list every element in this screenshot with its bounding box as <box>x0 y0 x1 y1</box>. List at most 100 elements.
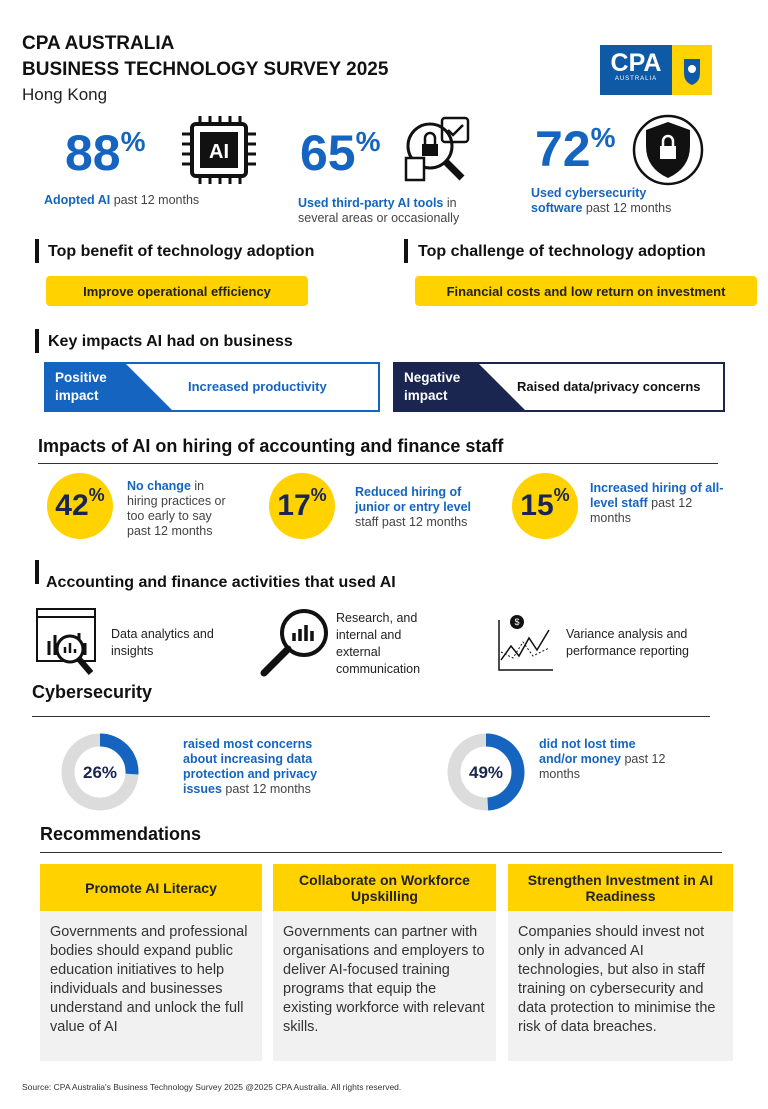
section-heading: Top benefit of technology adoption <box>48 243 315 260</box>
shape <box>395 364 525 410</box>
benefit-pill: Improve operational efficiency <box>46 276 308 306</box>
stat-number: 88 <box>65 125 121 181</box>
hiring-circle: 15% <box>512 473 578 539</box>
stat-desc: Used third-party AI tools in several are… <box>298 196 488 226</box>
logo-sub: AUSTRALIA <box>614 76 658 82</box>
hiring-bold: No change <box>127 479 191 493</box>
variance-icon: $ <box>498 615 553 671</box>
logo-text: CPA <box>610 49 662 77</box>
ai-icon: AI <box>182 116 256 184</box>
stat-number: 72 <box>535 121 591 177</box>
cyber-desc: did not lost time and/or money past 12 m… <box>539 737 669 782</box>
hiring-text: past 12 months <box>590 496 693 525</box>
donut-label: 26% <box>83 763 117 782</box>
rec-column: Strengthen Investment in AI Readiness Com… <box>508 864 733 1061</box>
activity-label: Variance analysis and performance report… <box>566 627 689 658</box>
cyber-bold: raised most concerns about increasing da… <box>183 737 318 796</box>
hiring-bold: Reduced hiring of junior or entry level <box>355 485 472 514</box>
tools-icon <box>404 116 470 182</box>
impact-label: Negative impact <box>404 370 461 403</box>
hiring-text: staff past 12 months <box>355 515 468 529</box>
rec-title: Promote AI Literacy <box>40 864 262 911</box>
hiring-circle: 42% <box>47 473 113 539</box>
heading-bar <box>35 239 39 263</box>
cyber-bold: did not lost time and/or money <box>539 737 636 766</box>
section-title: Impacts of AI on hiring of accounting an… <box>38 436 504 456</box>
hiring-unit: % <box>88 485 105 505</box>
section-title: Recommendations <box>40 824 202 844</box>
stat-bold: Used cybersecurity software <box>531 186 647 215</box>
rule <box>40 852 722 853</box>
donut-label: 49% <box>469 763 503 782</box>
rec-body: Governments can partner with organisatio… <box>273 911 496 1061</box>
impact-text: Raised data/privacy concerns <box>517 379 701 394</box>
hiring-number: 42 <box>55 489 89 522</box>
activity-label: Data analytics and insights <box>111 627 214 658</box>
section-heading: Accounting and finance activities that u… <box>46 574 396 591</box>
cyber-text: past 12 months <box>539 752 666 781</box>
svg-text:AI: AI <box>209 141 229 163</box>
section-title: Cybersecurity <box>32 682 153 702</box>
rule <box>38 463 718 464</box>
heading-bar <box>35 560 39 584</box>
stat-unit: % <box>120 126 146 157</box>
negative-box: Negative impact Raised data/privacy conc… <box>393 362 725 412</box>
rec-title: Collaborate on Workforce Upskilling <box>273 864 496 911</box>
stat: 72% <box>535 121 616 177</box>
donut-area: 26% 49% <box>61 733 525 811</box>
stat-bold: Used third-party AI tools <box>298 196 444 210</box>
hiring-number: 15 <box>520 489 554 522</box>
crest <box>684 59 700 85</box>
rec-title: Strengthen Investment in AI Readiness <box>508 864 733 911</box>
hiring-circle: 17% <box>269 473 335 539</box>
stat-bold: Adopted AI <box>44 193 111 207</box>
rec-column: Promote AI Literacy Governments and profe… <box>40 864 262 1061</box>
hiring-number: 17 <box>277 489 311 522</box>
title: CPA AUSTRALIA <box>22 33 175 54</box>
svg-text:$: $ <box>514 617 519 627</box>
rec-body: Companies should invest not only in adva… <box>508 911 733 1061</box>
title: BUSINESS TECHNOLOGY SURVEY 2025 <box>22 59 389 80</box>
hiring-text: in hiring practices or too early to say … <box>127 479 226 538</box>
stat: 65% <box>300 125 381 181</box>
donut-arc <box>61 733 139 811</box>
source: Source: CPA Australia's Business Technol… <box>22 1082 402 1092</box>
rule <box>32 716 710 717</box>
stat-text: past 12 months <box>585 201 672 215</box>
rec-column: Collaborate on Workforce Upskilling Gover… <box>273 864 496 1061</box>
logo-crest <box>672 45 712 95</box>
challenge-pill: Financial costs and low return on invest… <box>415 276 757 306</box>
hiring-unit: % <box>310 485 327 505</box>
hiring-desc: Increased hiring of all-level staff past… <box>590 481 735 526</box>
stat-number: 65 <box>300 125 356 181</box>
logo: CPA AUSTRALIA <box>600 45 672 95</box>
impact-text: Increased productivity <box>188 379 327 394</box>
section-heading: Top challenge of technology adoption <box>418 243 706 260</box>
analytics-icon <box>36 608 96 675</box>
hiring-unit: % <box>553 485 570 505</box>
heading-bar <box>35 329 39 353</box>
section-heading: Key impacts AI had on business <box>48 333 293 350</box>
positive-box: Positive impact Increased productivity <box>44 362 380 412</box>
impact-label: Positive impact <box>55 370 107 403</box>
activity-label: Research, and internal and external comm… <box>336 611 421 676</box>
stat-text: past 12 months <box>113 193 200 207</box>
stat-text: in several areas or occasionally <box>298 196 460 225</box>
stat-desc: Adopted AI past 12 months <box>44 193 234 208</box>
cyber-text: past 12 months <box>225 782 311 796</box>
rec-body: Governments and professional bodies shou… <box>40 911 262 1061</box>
stat: 88% <box>65 125 146 181</box>
donut-arc <box>447 733 525 811</box>
shape <box>46 364 172 410</box>
hiring-bold: Increased hiring of all-level staff <box>590 481 724 510</box>
research-icon <box>260 609 328 677</box>
shield-icon <box>632 114 704 186</box>
stat-unit: % <box>590 122 616 153</box>
heading-bar <box>404 239 408 263</box>
cyber-desc: raised most concerns about increasing da… <box>183 737 343 797</box>
region: Hong Kong <box>22 85 108 104</box>
hiring-desc: No change in hiring practices or too ear… <box>127 479 232 539</box>
stat-unit: % <box>355 126 381 157</box>
hiring-desc: Reduced hiring of junior or entry level … <box>355 485 485 530</box>
